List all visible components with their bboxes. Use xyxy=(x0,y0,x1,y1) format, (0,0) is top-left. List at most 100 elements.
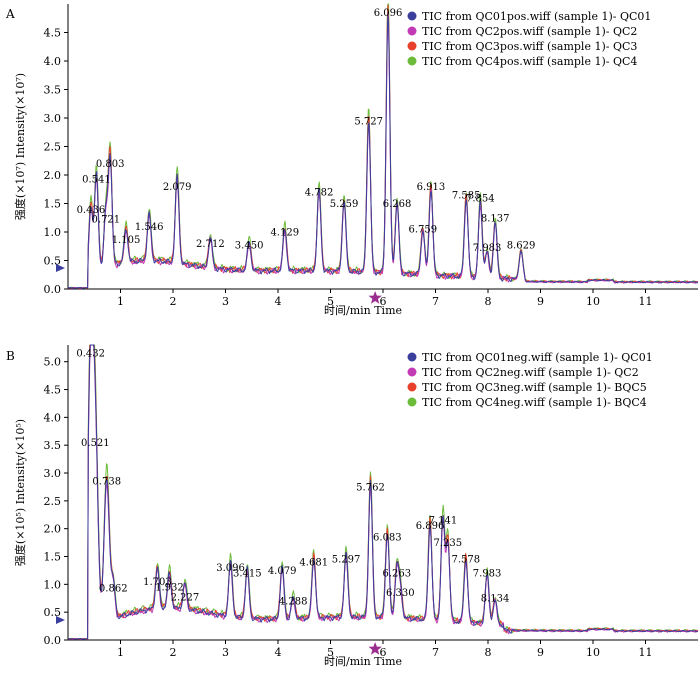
peak-label: 7.854 xyxy=(466,193,495,204)
x-tick-label: 11 xyxy=(639,295,653,308)
series-line-1 xyxy=(67,12,699,289)
peak-label: 6.330 xyxy=(386,588,415,599)
peak-label: 4.288 xyxy=(279,596,308,607)
y-tick-label: 4.5 xyxy=(44,27,62,40)
peak-label: 6.096 xyxy=(374,8,403,19)
peak-label: 8.134 xyxy=(481,594,510,605)
legend-marker xyxy=(407,11,417,21)
peak-label: 0.738 xyxy=(92,477,121,488)
x-tick-label: 3 xyxy=(222,295,229,308)
peak-label: 2.227 xyxy=(171,592,200,603)
legend-entry: TIC from QC2pos.wiff (sample 1)- QC2 xyxy=(422,25,637,38)
peak-label: 3.096 xyxy=(216,563,245,574)
legend-entry: TIC from QC2neg.wiff (sample 1)- QC2 xyxy=(422,366,639,379)
y-tick-label: 2.0 xyxy=(44,523,62,536)
legend-entry: TIC from QC4neg.wiff (sample 1)- BQC4 xyxy=(422,396,647,409)
peak-label: 6.268 xyxy=(383,199,412,210)
legend-entry: TIC from QC01pos.wiff (sample 1)- QC01 xyxy=(422,10,651,23)
peak-label: 0.432 xyxy=(76,349,105,360)
x-axis-title: 时间/min Time xyxy=(324,304,402,317)
peak-label: 2.712 xyxy=(196,239,225,250)
peak-label: 4.079 xyxy=(268,566,297,577)
y-tick-label: 4.0 xyxy=(44,411,62,424)
baseline-arrow-icon xyxy=(56,616,65,624)
peak-label: 1.546 xyxy=(135,222,164,233)
peak-label: 0.721 xyxy=(92,214,121,225)
y-tick-label: 1.0 xyxy=(44,226,62,239)
legend-entry: TIC from QC01neg.wiff (sample 1)- QC01 xyxy=(422,351,653,364)
x-tick-label: 9 xyxy=(537,295,544,308)
x-tick-label: 10 xyxy=(586,646,600,659)
x-tick-label: 1 xyxy=(117,646,124,659)
peak-label: 6.083 xyxy=(373,532,402,543)
x-tick-label: 5 xyxy=(327,295,334,308)
peak-label: 4.681 xyxy=(299,557,328,568)
legend-entry: TIC from QC4pos.wiff (sample 1)- QC4 xyxy=(422,55,637,68)
y-tick-label: 3.0 xyxy=(44,467,62,480)
legend-marker xyxy=(407,382,417,392)
y-tick-label: 2.5 xyxy=(44,495,62,508)
y-tick-label: 0.0 xyxy=(44,634,62,647)
peak-label: 5.727 xyxy=(354,116,383,127)
y-axis-title: 强度(×10⁵) Intensity(×10⁵) xyxy=(13,419,27,566)
legend-entry: TIC from QC3neg.wiff (sample 1)- BQC5 xyxy=(422,381,647,394)
x-tick-label: 2 xyxy=(170,295,177,308)
x-tick-label: 8 xyxy=(485,295,492,308)
peak-label: 7.983 xyxy=(473,243,502,254)
y-tick-label: 1.5 xyxy=(44,551,62,564)
legend-marker xyxy=(407,41,417,51)
y-tick-label: 4.5 xyxy=(44,384,62,397)
peak-label: 7.578 xyxy=(452,555,481,566)
peak-label: 6.263 xyxy=(382,569,411,580)
x-tick-label: 5 xyxy=(327,646,334,659)
current-time-star-icon xyxy=(368,291,382,304)
x-axis-title: 时间/min Time xyxy=(324,655,402,668)
y-tick-label: 3.5 xyxy=(44,84,62,97)
x-tick-label: 7 xyxy=(432,646,439,659)
y-tick-label: 2.5 xyxy=(44,141,62,154)
y-tick-label: 0.5 xyxy=(44,606,62,619)
x-tick-label: 2 xyxy=(170,646,177,659)
x-tick-label: 7 xyxy=(432,295,439,308)
series-line-1 xyxy=(67,344,699,640)
panel-A: A 0.0 0.5 1.0 1.5 2.0 2.5 3.0 3.5 4.0 4.5 1 2 3 4 5 6 7 8 9… xyxy=(5,3,699,317)
peak-label: 5.297 xyxy=(332,555,361,566)
y-tick-label: 3.0 xyxy=(44,112,62,125)
peak-label: 3.450 xyxy=(235,241,264,252)
y-axis-title: 强度(×10⁷) Intensity(×10⁷) xyxy=(13,73,27,220)
peak-label: 6.896 xyxy=(416,521,445,532)
peak-label: 0.803 xyxy=(96,159,125,170)
peak-label: 1.932 xyxy=(155,582,184,593)
peak-label: 7.235 xyxy=(434,538,463,549)
peak-label: 4.129 xyxy=(270,228,299,239)
legend-marker xyxy=(407,56,417,66)
legend-marker xyxy=(407,367,417,377)
peak-label: 8.137 xyxy=(481,213,510,224)
panel-letter: A xyxy=(5,7,15,21)
peak-label: 6.913 xyxy=(417,182,446,193)
x-tick-label: 11 xyxy=(639,646,653,659)
legend-entry: TIC from QC3pos.wiff (sample 1)- QC3 xyxy=(422,40,637,53)
y-tick-label: 3.5 xyxy=(44,439,62,452)
legend-marker xyxy=(407,352,417,362)
x-tick-label: 4 xyxy=(275,646,282,659)
x-tick-label: 10 xyxy=(586,295,600,308)
current-time-star-icon xyxy=(368,642,382,655)
x-tick-label: 4 xyxy=(275,295,282,308)
peak-label: 8.629 xyxy=(507,241,536,252)
x-tick-label: 8 xyxy=(485,646,492,659)
peak-label: 0.436 xyxy=(77,205,106,216)
x-tick-label: 6 xyxy=(380,646,387,659)
peak-label: 7.585 xyxy=(452,191,481,202)
peak-label: 1.703 xyxy=(143,577,172,588)
y-tick-label: 0.5 xyxy=(44,255,62,268)
panel-B: B 0.0 0.5 1.0 1.5 2.0 2.5 3.0 3.5 4.0 4.5 5.0 1 2 3 4 5 6… xyxy=(6,344,699,668)
x-tick-label: 6 xyxy=(380,295,387,308)
peak-label: 6.759 xyxy=(409,225,438,236)
y-tick-label: 4.0 xyxy=(44,55,62,68)
peak-label: 7.983 xyxy=(473,569,502,580)
x-tick-label: 9 xyxy=(537,646,544,659)
peak-label: 2.079 xyxy=(163,182,192,193)
panel-letter: B xyxy=(6,349,15,363)
